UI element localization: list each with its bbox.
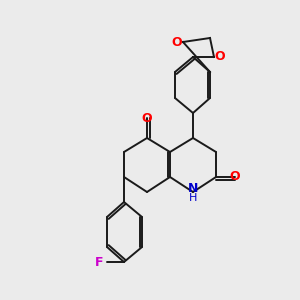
Text: H: H [189,193,197,203]
Text: O: O [230,169,240,182]
Text: O: O [172,35,182,49]
Text: O: O [215,50,225,64]
Text: N: N [188,182,198,194]
Text: O: O [142,112,152,124]
Text: F: F [95,256,103,268]
